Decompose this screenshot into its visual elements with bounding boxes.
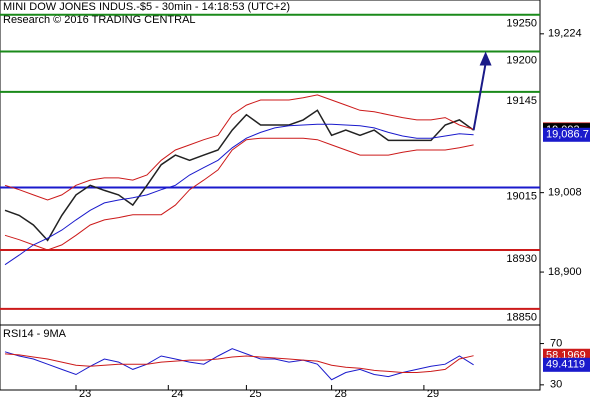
value-box-label: 19,086.7	[546, 129, 589, 141]
level-label: 19145	[506, 95, 537, 107]
series-line	[4, 353, 474, 373]
target-arrow-head	[479, 51, 492, 66]
rsi-y-tick-label: 30	[550, 379, 562, 391]
series-line	[4, 94, 474, 201]
target-arrow	[472, 63, 487, 131]
series-line	[4, 348, 474, 381]
value-box	[543, 357, 590, 372]
x-tick-label: 24	[171, 388, 183, 400]
rsi-title: RSI14 - 9MA	[3, 328, 67, 340]
rsi-y-tick-label: 70	[550, 337, 562, 349]
series-line	[4, 123, 474, 266]
y-tick-label: 19,224	[548, 28, 582, 40]
y-tick-label: 19,008	[548, 187, 582, 199]
level-label: 18850	[506, 312, 537, 324]
x-tick-label: 23	[79, 388, 91, 400]
level-label: 19015	[506, 190, 537, 202]
y-tick-label: 18,900	[548, 266, 582, 278]
level-label: 18930	[506, 253, 537, 265]
x-tick-label: 25	[249, 388, 261, 400]
value-box-label: 49.4119	[546, 359, 585, 371]
level-label: 19250	[506, 18, 537, 30]
x-tick-label: 29	[427, 388, 439, 400]
chart-title: MINI DOW JONES INDUS.-$5 - 30min - 14:18…	[3, 1, 290, 13]
series-line	[4, 137, 474, 251]
x-tick-label: 28	[335, 388, 347, 400]
level-label: 19200	[506, 54, 537, 66]
series-line	[4, 109, 475, 242]
value-box	[543, 127, 590, 142]
chart-subtitle: Research © 2016 TRADING CENTRAL	[3, 14, 196, 26]
plot-frame	[0, 0, 541, 391]
